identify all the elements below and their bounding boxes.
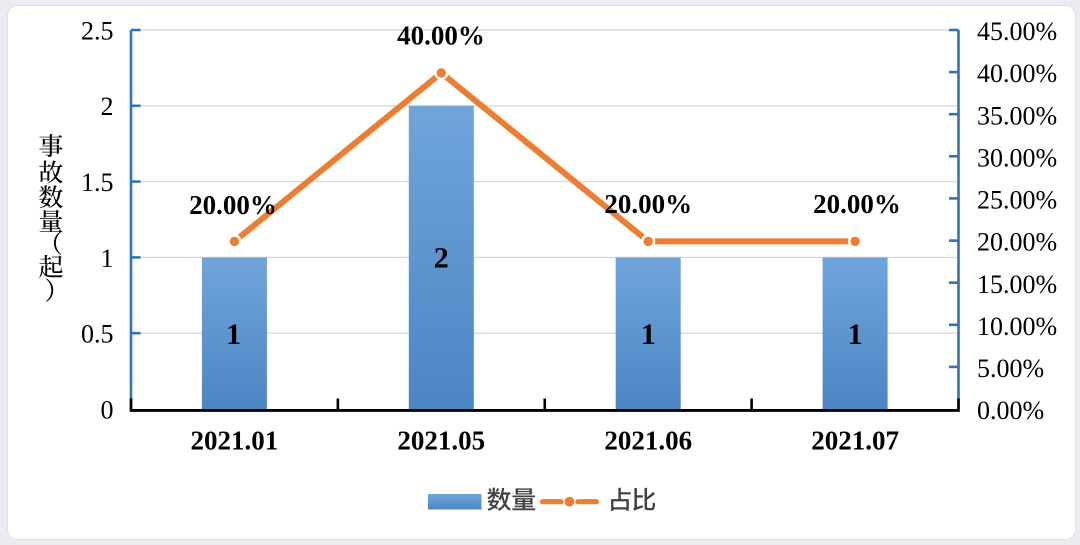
svg-text:2021.07: 2021.07 <box>811 426 899 456</box>
svg-text:2021.01: 2021.01 <box>191 426 279 456</box>
svg-text:40.00%: 40.00% <box>397 21 485 51</box>
svg-text:2.5: 2.5 <box>81 16 114 45</box>
svg-text:2: 2 <box>101 92 114 121</box>
svg-text:0: 0 <box>101 395 114 424</box>
svg-text:25.00%: 25.00% <box>977 186 1057 215</box>
svg-text:1: 1 <box>641 318 656 351</box>
svg-text:5.00%: 5.00% <box>977 354 1044 383</box>
svg-text:0.5: 0.5 <box>81 320 114 349</box>
svg-text:0.00%: 0.00% <box>977 396 1044 425</box>
svg-text:40.00%: 40.00% <box>977 59 1057 88</box>
svg-text:35.00%: 35.00% <box>977 101 1057 130</box>
svg-text:15.00%: 15.00% <box>977 270 1057 299</box>
svg-text:20.00%: 20.00% <box>604 189 692 219</box>
svg-text:1: 1 <box>226 318 241 351</box>
svg-text:1.5: 1.5 <box>81 168 114 197</box>
svg-text:2: 2 <box>434 241 449 274</box>
svg-text:20.00%: 20.00% <box>813 189 901 219</box>
svg-text:2021.05: 2021.05 <box>397 426 485 456</box>
svg-text:1: 1 <box>848 318 863 351</box>
svg-text:20.00%: 20.00% <box>977 228 1057 257</box>
svg-text:1: 1 <box>101 244 114 273</box>
svg-text:45.00%: 45.00% <box>977 17 1057 46</box>
svg-text:30.00%: 30.00% <box>977 143 1057 172</box>
svg-text:2021.06: 2021.06 <box>604 426 692 456</box>
svg-text:10.00%: 10.00% <box>977 312 1057 341</box>
svg-text:20.00%: 20.00% <box>189 190 277 220</box>
